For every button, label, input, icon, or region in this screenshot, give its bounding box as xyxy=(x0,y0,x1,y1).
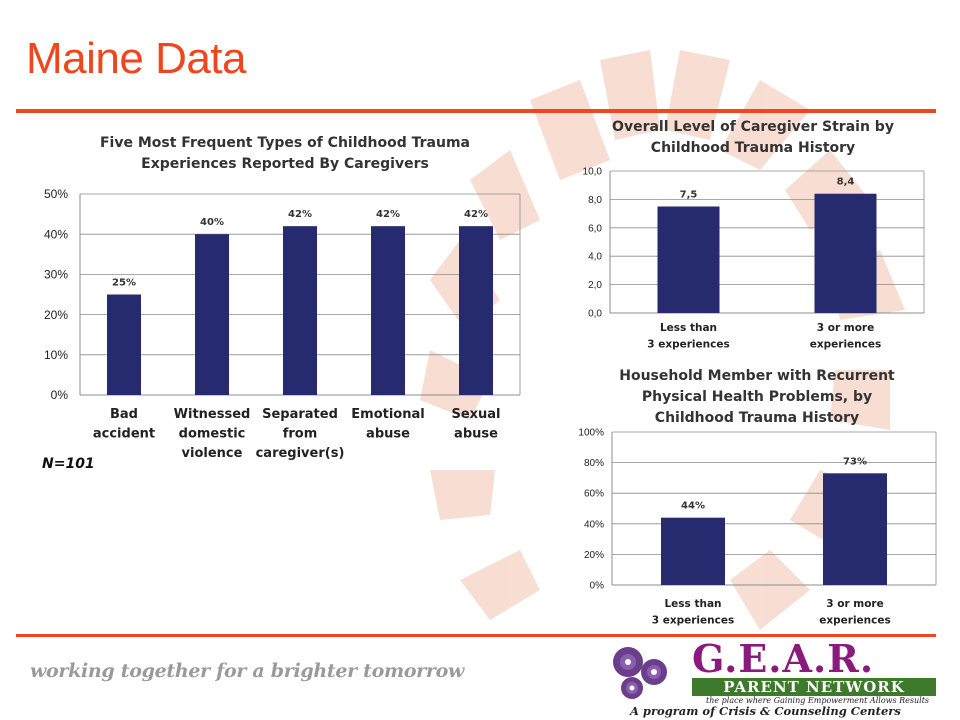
bar xyxy=(107,294,141,395)
y-tick-label: 0,0 xyxy=(588,309,602,320)
y-tick-label: 100% xyxy=(578,428,604,439)
gear-logo: G.E.A.R. PARENT NETWORK the place where … xyxy=(606,636,946,718)
bar xyxy=(823,473,887,585)
category-label: Separated xyxy=(262,407,338,422)
category-label: Emotional xyxy=(351,407,424,422)
category-label: abuse xyxy=(454,427,498,442)
category-label: from xyxy=(283,427,318,442)
chart1: 0% 10% 20% 30% 40% 50% 25% Bad accident 40% Witnes… xyxy=(0,0,560,480)
y-tick-label: 0% xyxy=(590,581,605,592)
logo-sub-text: PARENT NETWORK xyxy=(692,678,936,696)
chart1-title: Five Most Frequent Types of Childhood Tr… xyxy=(99,135,471,172)
y-tick-label: 30% xyxy=(44,268,68,282)
sample-size-note: N=101 xyxy=(42,456,95,472)
bar xyxy=(371,226,405,395)
data-label: 25% xyxy=(112,278,136,289)
tagline: working together for a brighter tomorrow xyxy=(30,660,465,682)
logo-tagline: the place where Gaining Empowerment Allo… xyxy=(706,696,930,705)
bar xyxy=(283,226,317,395)
footer-divider xyxy=(16,634,936,637)
category-label: domestic xyxy=(179,427,246,442)
gears-icon xyxy=(613,647,667,699)
chart1-svg: 0% 10% 20% 30% 40% 50% 25% Bad accident 40% Witnes… xyxy=(44,187,521,461)
y-tick-label: 40% xyxy=(44,227,68,241)
chart2-svg: 0,0 2,0 4,0 6,0 8,0 10,0 7,5 Less than 3 experie… xyxy=(583,167,925,351)
y-tick-label: 2,0 xyxy=(588,280,602,291)
y-tick-label: 4,0 xyxy=(588,252,602,263)
chart2: 0,0 2,0 4,0 6,0 8,0 10,0 7,5 Less than 3 experie… xyxy=(583,167,925,351)
y-tick-label: 60% xyxy=(584,489,604,500)
bar xyxy=(195,234,229,395)
bar xyxy=(657,206,720,313)
data-label: 42% xyxy=(376,209,400,220)
y-tick-label: 0% xyxy=(51,388,69,402)
y-tick-label: 6,0 xyxy=(588,223,602,234)
category-label: Less than xyxy=(664,598,721,610)
category-label: Sexual xyxy=(451,407,500,422)
logo-main-text: G.E.A.R. xyxy=(692,636,875,681)
data-label: 7,5 xyxy=(680,190,698,201)
data-label: 44% xyxy=(681,501,705,512)
category-label: 3 experiences xyxy=(652,615,734,627)
category-label: experiences xyxy=(819,615,891,627)
y-tick-label: 10% xyxy=(44,348,68,362)
chart3-title: Household Member with Recurrent Physical… xyxy=(619,368,895,426)
y-tick-label: 80% xyxy=(584,458,604,469)
category-label: experiences xyxy=(810,339,882,351)
chart3: 0% 20% 40% 60% 80% 100% 44% Less than 3 experien… xyxy=(578,428,937,627)
bar xyxy=(459,226,493,395)
category-label: violence xyxy=(182,446,243,461)
data-label: 8,4 xyxy=(837,177,855,188)
category-label: 3 or more xyxy=(826,598,883,610)
y-tick-label: 8,0 xyxy=(588,195,602,206)
y-tick-label: 10,0 xyxy=(583,167,603,178)
category-label: 3 experiences xyxy=(647,339,729,351)
y-tick-label: 50% xyxy=(44,187,68,201)
category-label: 3 or more xyxy=(817,322,874,334)
logo-program-line: A program of Crisis & Counseling Centers xyxy=(630,704,901,718)
y-tick-label: 20% xyxy=(584,550,604,561)
chart3-svg: 0% 20% 40% 60% 80% 100% 44% Less than 3 experien… xyxy=(578,428,937,627)
category-label: Bad xyxy=(110,407,138,422)
data-label: 73% xyxy=(843,456,867,467)
chart2-title: Overall Level of Caregiver Strain by Chi… xyxy=(612,119,894,156)
category-label: accident xyxy=(93,427,155,442)
category-label: Witnessed xyxy=(174,407,251,422)
data-label: 40% xyxy=(200,217,224,228)
page-title: Maine Data xyxy=(26,34,247,83)
data-label: 42% xyxy=(288,209,312,220)
y-tick-label: 40% xyxy=(584,519,604,530)
category-label: abuse xyxy=(366,427,410,442)
category-label: Less than xyxy=(660,322,717,334)
y-tick-label: 20% xyxy=(44,308,68,322)
title-divider xyxy=(16,109,936,113)
bar xyxy=(814,193,877,313)
bar xyxy=(661,517,725,585)
category-label: caregiver(s) xyxy=(256,446,345,461)
data-label: 42% xyxy=(464,209,488,220)
